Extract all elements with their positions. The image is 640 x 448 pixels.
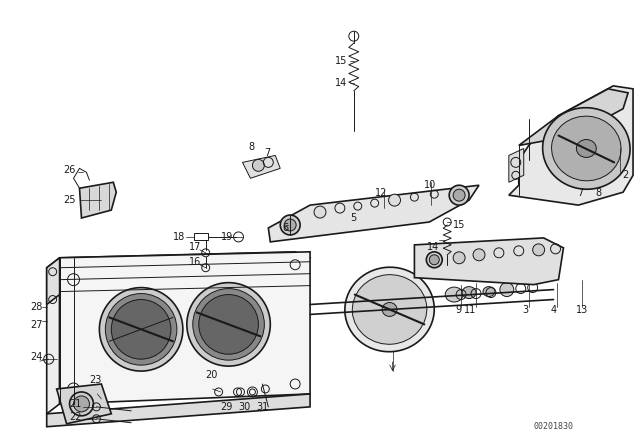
Text: 26: 26 (63, 165, 76, 175)
Circle shape (453, 252, 465, 264)
Ellipse shape (382, 302, 397, 316)
Polygon shape (268, 185, 479, 242)
Text: 15: 15 (335, 56, 348, 66)
Text: 23: 23 (90, 375, 102, 385)
Text: 16: 16 (189, 257, 201, 267)
Text: 29: 29 (221, 402, 233, 412)
Text: 9: 9 (455, 306, 461, 315)
Ellipse shape (462, 287, 476, 298)
Text: 25: 25 (63, 195, 76, 205)
Ellipse shape (543, 108, 630, 189)
Circle shape (453, 189, 465, 201)
Text: 00201830: 00201830 (534, 422, 573, 431)
Text: 11: 11 (464, 306, 476, 315)
Polygon shape (57, 384, 111, 424)
Circle shape (187, 283, 270, 366)
Circle shape (280, 215, 300, 235)
Ellipse shape (483, 287, 495, 297)
Polygon shape (47, 394, 310, 427)
Ellipse shape (345, 267, 435, 352)
Polygon shape (415, 238, 563, 284)
Text: 20: 20 (205, 370, 218, 380)
Circle shape (106, 293, 177, 365)
Text: 14: 14 (428, 242, 440, 252)
Text: 2: 2 (622, 170, 628, 180)
Circle shape (449, 185, 469, 205)
Circle shape (99, 288, 183, 371)
Polygon shape (243, 155, 280, 178)
Text: 4: 4 (550, 306, 557, 315)
Circle shape (74, 396, 90, 412)
Circle shape (70, 392, 93, 416)
Text: 15: 15 (453, 220, 465, 230)
Circle shape (111, 300, 171, 359)
Text: 19: 19 (221, 232, 233, 242)
Text: 30: 30 (239, 402, 251, 412)
Circle shape (473, 249, 485, 261)
Circle shape (500, 283, 514, 297)
Text: 13: 13 (577, 306, 589, 315)
Text: 28: 28 (30, 302, 42, 312)
Polygon shape (47, 258, 60, 414)
Polygon shape (60, 252, 310, 268)
Circle shape (426, 252, 442, 268)
Text: 31: 31 (257, 402, 269, 412)
Ellipse shape (552, 116, 621, 181)
Circle shape (314, 206, 326, 218)
Polygon shape (47, 258, 60, 305)
Text: 8: 8 (595, 188, 602, 198)
Text: 10: 10 (424, 180, 436, 190)
Text: 24: 24 (30, 352, 42, 362)
Text: 7: 7 (264, 148, 271, 159)
Text: 27: 27 (30, 320, 42, 330)
Ellipse shape (445, 287, 463, 302)
Circle shape (388, 194, 401, 206)
Circle shape (252, 159, 264, 171)
Text: 22: 22 (70, 412, 82, 422)
Polygon shape (60, 252, 310, 404)
Circle shape (193, 289, 264, 360)
Text: 17: 17 (189, 242, 201, 252)
Ellipse shape (352, 275, 427, 344)
Text: 7: 7 (577, 188, 584, 198)
Text: 6: 6 (282, 223, 289, 233)
Polygon shape (519, 89, 628, 146)
Text: 14: 14 (335, 78, 347, 88)
Text: 21: 21 (70, 399, 82, 409)
Text: 12: 12 (374, 188, 387, 198)
Polygon shape (509, 148, 524, 182)
Circle shape (429, 255, 439, 265)
Ellipse shape (577, 139, 596, 157)
Circle shape (284, 219, 296, 231)
Text: 5: 5 (350, 213, 356, 223)
Text: 8: 8 (248, 142, 255, 152)
Text: 18: 18 (173, 232, 185, 242)
Circle shape (532, 244, 545, 256)
Text: 3: 3 (523, 306, 529, 315)
Polygon shape (509, 86, 633, 205)
Circle shape (199, 294, 259, 354)
Polygon shape (79, 182, 116, 218)
